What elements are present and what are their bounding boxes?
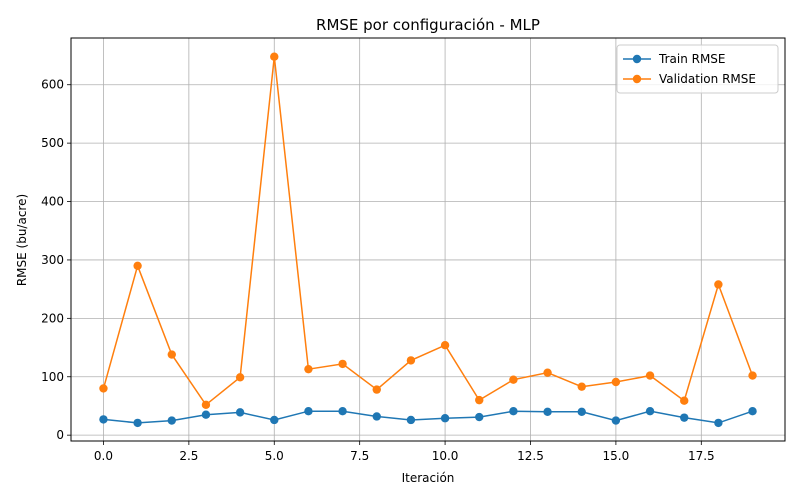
validation-rmse-point [611, 377, 621, 387]
validation-rmse-point [645, 371, 655, 380]
validation-rmse-point [543, 368, 552, 377]
validation-rmse-point [440, 341, 450, 350]
validation-rmse-point [304, 364, 313, 374]
train-rmse-point [406, 415, 416, 425]
legend: Train RMSE Validation RMSE [616, 44, 779, 94]
y-tick-label: 400 [41, 195, 64, 209]
y-axis-title: RMSE (bu/acre) [15, 194, 29, 286]
train-rmse-point [748, 407, 757, 416]
y-tick-label: 100 [41, 370, 64, 384]
train-rmse-point [714, 418, 723, 428]
train-rmse-point [133, 418, 142, 428]
y-tick-label: 200 [41, 311, 64, 325]
validation-rmse-point [372, 385, 381, 394]
validation-rmse-point [509, 375, 518, 384]
validation-rmse-point [680, 396, 689, 405]
train-rmse-point [304, 407, 313, 416]
plot-series [99, 52, 757, 428]
y-tick-label: 300 [41, 253, 64, 267]
validation-rmse-point [406, 356, 416, 365]
train-rmse-point [372, 412, 381, 421]
train-rmse-point [543, 407, 552, 416]
validation-rmse-point [338, 359, 347, 369]
train-rmse-point [509, 407, 518, 416]
validation-rmse-point [714, 280, 723, 289]
x-axis-title: Iteración [402, 471, 455, 485]
plot-area-frame [70, 37, 786, 442]
train-rmse-point [235, 408, 245, 417]
train-rmse-line [103, 410, 753, 424]
validation-rmse-point [270, 52, 279, 61]
x-tick-label: 5.0 [265, 449, 284, 463]
x-tick-label: 0.0 [94, 449, 113, 463]
legend-label: Train RMSE [658, 52, 726, 66]
train-rmse-point [611, 416, 621, 425]
train-rmse-point [270, 415, 279, 425]
validation-rmse-point [577, 382, 586, 391]
validation-rmse-point [167, 350, 176, 359]
x-tick-label: 7.5 [350, 449, 369, 463]
train-rmse-point [680, 413, 689, 422]
y-tick-label: 500 [41, 136, 64, 150]
axis-ticks: 0.0 2.5 5.0 7.5 10.0 12.5 15.0 17.5 0 100 200 300 40… [41, 78, 715, 463]
grid [71, 38, 785, 441]
legend-label: Validation RMSE [659, 72, 756, 86]
legend-item-train-rmse: Train RMSE [623, 52, 726, 66]
train-rmse-point [167, 416, 176, 425]
train-rmse-point [475, 412, 484, 422]
x-tick-label: 10.0 [432, 449, 459, 463]
train-rmse-point [577, 407, 586, 416]
validation-rmse-point [99, 384, 108, 393]
validation-rmse-point [133, 261, 142, 270]
validation-rmse-point [748, 371, 757, 380]
legend-marker-swatch [632, 54, 642, 64]
y-tick-label: 0 [56, 428, 64, 442]
x-tick-label: 12.5 [517, 449, 544, 463]
legend-item-validation-rmse: Validation RMSE [623, 72, 756, 86]
x-tick-label: 2.5 [179, 449, 198, 463]
legend-marker-swatch [632, 74, 642, 84]
train-rmse-point [99, 415, 108, 424]
validation-rmse-point [201, 400, 211, 409]
legend-box [616, 44, 779, 94]
y-tick-label: 600 [41, 78, 64, 92]
validation-rmse-point [235, 373, 245, 382]
train-rmse-point [645, 407, 655, 416]
chart-title: RMSE por configuración - MLP [316, 16, 540, 34]
series-validation-rmse [99, 52, 757, 409]
train-rmse-point [201, 410, 211, 419]
validation-rmse-line [102, 56, 754, 406]
train-rmse-point [440, 414, 450, 423]
x-tick-label: 17.5 [688, 449, 715, 463]
train-rmse-point [338, 407, 347, 416]
series-train-rmse [99, 407, 757, 428]
validation-rmse-point [475, 395, 484, 405]
x-tick-label: 15.0 [603, 449, 630, 463]
